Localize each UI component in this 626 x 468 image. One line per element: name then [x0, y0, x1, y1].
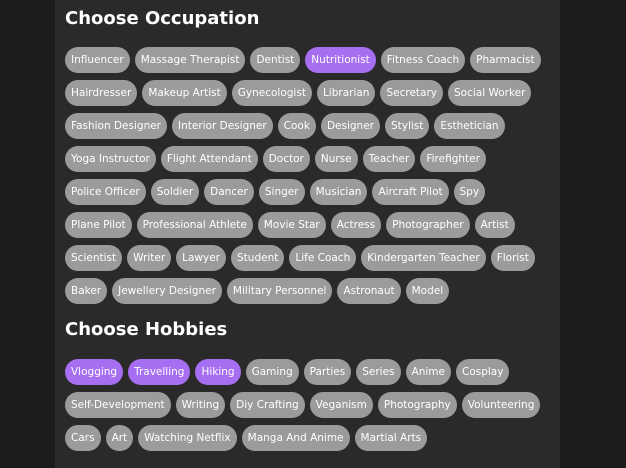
chip[interactable]: Social Worker	[448, 80, 532, 106]
chip[interactable]: Series	[356, 359, 401, 385]
chip[interactable]: Interior Designer	[172, 113, 273, 139]
chip[interactable]: Stylist	[384, 113, 430, 139]
chip[interactable]: Esthetician	[434, 113, 505, 139]
section-title: Choose Occupation	[65, 8, 260, 29]
chip[interactable]: Gynecologist	[231, 80, 312, 106]
chip[interactable]: Pharmacist	[470, 47, 541, 73]
chip[interactable]: Flight Attendant	[160, 146, 258, 172]
chip[interactable]: Police Officer	[65, 179, 146, 205]
chip[interactable]: Art	[105, 425, 134, 451]
chip[interactable]: Cars	[65, 425, 101, 451]
chip[interactable]: Military Personnel	[226, 278, 333, 304]
chip-row: Yoga Instructor Flight Attendant Doctor Nur…	[65, 146, 560, 172]
chip[interactable]: Scientist	[65, 245, 123, 271]
chip[interactable]: Makeup Artist	[142, 80, 227, 106]
chip[interactable]: Volunteering	[461, 392, 541, 418]
chip[interactable]: Dancer	[204, 179, 254, 205]
chip-row: Fashion Designer Interior Designer Cook Des…	[65, 113, 560, 139]
chip[interactable]: Singer	[258, 179, 305, 205]
chip-selected[interactable]: Travelling	[128, 359, 191, 385]
chip[interactable]: Baker	[65, 278, 108, 304]
chip-selected[interactable]: Nutritionist	[305, 47, 376, 73]
chip-row: Scientist Writer Lawyer Student Life Coach Ki…	[65, 245, 560, 271]
chip[interactable]: Firefighter	[420, 146, 486, 172]
chip[interactable]: Gaming	[245, 359, 299, 385]
chip[interactable]: Manga And Anime	[241, 425, 350, 451]
chip[interactable]: Lawyer	[176, 245, 227, 271]
chip[interactable]: Cook	[277, 113, 316, 139]
chip[interactable]: Teacher	[362, 146, 416, 172]
chip[interactable]: Kindergarten Teacher	[361, 245, 486, 271]
chip[interactable]: Musician	[309, 179, 368, 205]
chip-row: Self-Development Writing Diy Crafting Vegan…	[65, 392, 560, 418]
chip[interactable]: Designer	[320, 113, 380, 139]
chip[interactable]: Jewellery Designer	[112, 278, 222, 304]
chip-row: Hairdresser Makeup Artist Gynecologist Libr…	[65, 80, 560, 106]
chip-row: Vlogging Travelling Hiking Gaming Parties Ser…	[65, 359, 560, 385]
chip-row: Cars Art Watching Netflix Manga And Anime Ma…	[65, 425, 560, 451]
section-title: Choose Hobbies	[65, 319, 228, 340]
chip[interactable]: Anime	[405, 359, 451, 385]
chip[interactable]: Spy	[453, 179, 486, 205]
chip[interactable]: Parties	[303, 359, 352, 385]
chip[interactable]: Cosplay	[455, 359, 510, 385]
chip[interactable]: Veganism	[309, 392, 373, 418]
chip[interactable]: Professional Athlete	[136, 212, 253, 238]
chip[interactable]: Florist	[490, 245, 535, 271]
chip-row: Influencer Massage Therapist Dentist Nutrit…	[65, 47, 560, 73]
chip-selected[interactable]: Vlogging	[65, 359, 124, 385]
chip[interactable]: Doctor	[262, 146, 310, 172]
chip[interactable]: Dentist	[250, 47, 301, 73]
chip[interactable]: Nurse	[314, 146, 358, 172]
panel: Choose Occupation Influencer Massage Thera…	[55, 0, 560, 468]
chip[interactable]: Librarian	[316, 80, 376, 106]
chip[interactable]: Yoga Instructor	[65, 146, 156, 172]
chip[interactable]: Watching Netflix	[138, 425, 237, 451]
chip-row: Police Officer Soldier Dancer Singer Musicia…	[65, 179, 560, 205]
chip[interactable]: Astronaut	[337, 278, 401, 304]
chip[interactable]: Massage Therapist	[134, 47, 246, 73]
chip[interactable]: Fashion Designer	[65, 113, 167, 139]
chip[interactable]: Fitness Coach	[380, 47, 466, 73]
chip[interactable]: Movie Star	[257, 212, 326, 238]
chip[interactable]: Life Coach	[289, 245, 357, 271]
chip[interactable]: Self-Development	[65, 392, 171, 418]
chip[interactable]: Martial Arts	[354, 425, 428, 451]
chip[interactable]: Soldier	[150, 179, 200, 205]
chip-row: Baker Jewellery Designer Military Personne…	[65, 278, 560, 304]
chip[interactable]: Model	[405, 278, 450, 304]
chip[interactable]: Influencer	[65, 47, 130, 73]
chip[interactable]: Student	[231, 245, 285, 271]
chip[interactable]: Writing	[175, 392, 226, 418]
chip[interactable]: Writer	[127, 245, 172, 271]
chip[interactable]: Plane Pilot	[65, 212, 132, 238]
chip[interactable]: Diy Crafting	[230, 392, 305, 418]
chip[interactable]: Hairdresser	[65, 80, 138, 106]
chip[interactable]: Artist	[474, 212, 515, 238]
chip[interactable]: Photographer	[386, 212, 470, 238]
chip[interactable]: Photography	[377, 392, 457, 418]
chip-row: Plane Pilot Professional Athlete Movie Sta…	[65, 212, 560, 238]
chip[interactable]: Aircraft Pilot	[372, 179, 449, 205]
chip-selected[interactable]: Hiking	[195, 359, 241, 385]
chip[interactable]: Actress	[330, 212, 382, 238]
chip[interactable]: Secretary	[380, 80, 443, 106]
